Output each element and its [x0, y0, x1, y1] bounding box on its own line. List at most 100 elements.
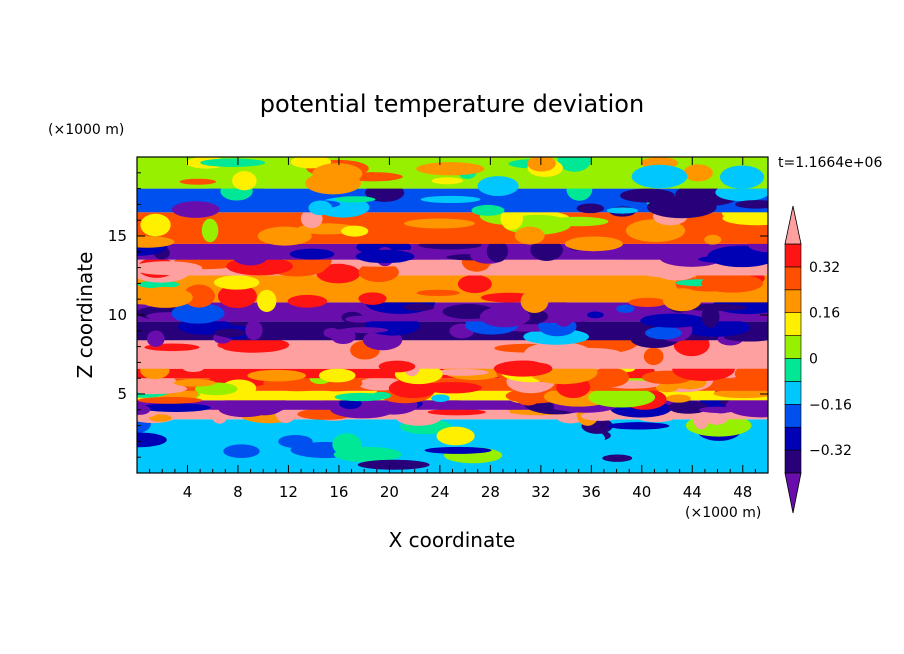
field-cell	[358, 262, 399, 283]
field-cell	[318, 368, 356, 383]
field-cell	[607, 422, 670, 430]
y-tick-label: 15	[108, 227, 127, 245]
field-cell	[704, 409, 729, 425]
x-tick-label: 20	[380, 483, 399, 501]
field-cell	[137, 396, 203, 404]
field-cell	[537, 427, 605, 450]
field-cell	[257, 289, 277, 312]
field-cell	[173, 378, 216, 387]
field-cell	[486, 240, 509, 263]
chart-title: potential temperature deviation	[260, 90, 644, 118]
field-cell	[436, 426, 475, 446]
colorbar-segment	[784, 426, 802, 451]
field-cell	[424, 446, 492, 454]
field-cell	[666, 394, 691, 403]
x-unit-label: (×1000 m)	[685, 505, 761, 521]
field-cell	[232, 247, 269, 266]
x-tick-label: 36	[582, 483, 601, 501]
field-cell	[431, 177, 463, 185]
field-cell	[662, 288, 702, 312]
field-cell	[640, 313, 706, 328]
colorbar-arrow-top	[784, 205, 802, 245]
field-cell	[214, 328, 246, 338]
field-cell	[479, 306, 531, 328]
field-cell	[137, 404, 151, 415]
field-cell	[237, 214, 263, 222]
field-cell	[457, 274, 492, 294]
field-cell	[530, 238, 563, 261]
field-cell	[217, 284, 257, 309]
field-cell	[659, 248, 724, 267]
x-tick-label: 44	[683, 483, 702, 501]
x-axis-title: X coordinate	[389, 528, 516, 552]
field-cell	[302, 345, 319, 354]
field-cell	[137, 432, 167, 448]
colorbar-arrow-bottom	[784, 472, 802, 514]
colorbar-tick-label: −0.16	[809, 397, 852, 413]
colorbar-segment	[784, 312, 802, 336]
field-cell	[330, 328, 356, 345]
field-cell	[520, 289, 549, 314]
colorbar-tick-label: 0	[809, 352, 818, 368]
field-cell	[137, 261, 203, 276]
field-cell	[655, 382, 679, 393]
field-cell	[183, 284, 215, 308]
x-tick-label: 24	[430, 483, 449, 501]
field-cell	[427, 408, 486, 416]
field-cell	[713, 389, 768, 399]
field-cell	[683, 164, 713, 182]
field-cell	[140, 213, 171, 237]
field-cell	[278, 434, 313, 448]
field-cell	[564, 236, 623, 252]
field-cell	[590, 367, 630, 388]
field-cell	[606, 207, 639, 214]
colorbar-tick-label: 0.16	[809, 306, 840, 322]
colorbar-tick-label: −0.32	[809, 443, 852, 459]
field-cell	[213, 275, 260, 290]
field-cell	[668, 400, 709, 414]
field-cell	[553, 404, 605, 412]
field-cell	[587, 311, 604, 319]
field-cell	[341, 225, 369, 237]
x-tick-label: 4	[183, 483, 193, 501]
x-tick-label: 8	[233, 483, 243, 501]
field-cell	[616, 304, 635, 313]
field-cell	[403, 303, 435, 311]
field-cell	[523, 328, 589, 345]
time-label: t=1.1664e+06	[778, 155, 882, 171]
field-cell	[341, 327, 389, 334]
field-cell	[493, 360, 553, 377]
field-cell	[735, 200, 768, 209]
x-tick-label: 40	[632, 483, 651, 501]
field-cell	[355, 249, 415, 264]
colorbar: 0.32 0.16 0 −0.16 −0.32	[784, 205, 852, 514]
field-cell	[232, 171, 257, 191]
field-cell	[620, 188, 675, 203]
y-axis: 5 10 15	[108, 172, 768, 458]
field-cell	[644, 326, 682, 340]
field-cell	[701, 274, 763, 293]
field-cell	[434, 368, 489, 376]
field-cell	[585, 273, 638, 293]
field-cell	[137, 280, 180, 289]
field-cell	[209, 347, 227, 363]
field-cell	[245, 320, 263, 341]
field-cell	[588, 387, 656, 408]
field-cell	[548, 216, 609, 227]
field-cell	[316, 263, 361, 284]
field-cell	[416, 289, 460, 297]
field-cell	[404, 218, 475, 229]
colorbar-tick-label: 0.32	[809, 260, 840, 276]
field-cell	[416, 162, 485, 176]
field-cell	[631, 164, 688, 189]
field-cell	[514, 226, 545, 245]
field-cell	[684, 303, 748, 312]
field-cell	[422, 382, 482, 394]
field-cell	[719, 165, 765, 189]
field-cell	[722, 211, 768, 226]
field-cell	[471, 204, 505, 216]
field-cell	[217, 337, 290, 353]
x-axis: 4 8 12 16 20 24 28 32 36 40 44 48	[149, 157, 756, 501]
field-cell	[290, 157, 332, 169]
